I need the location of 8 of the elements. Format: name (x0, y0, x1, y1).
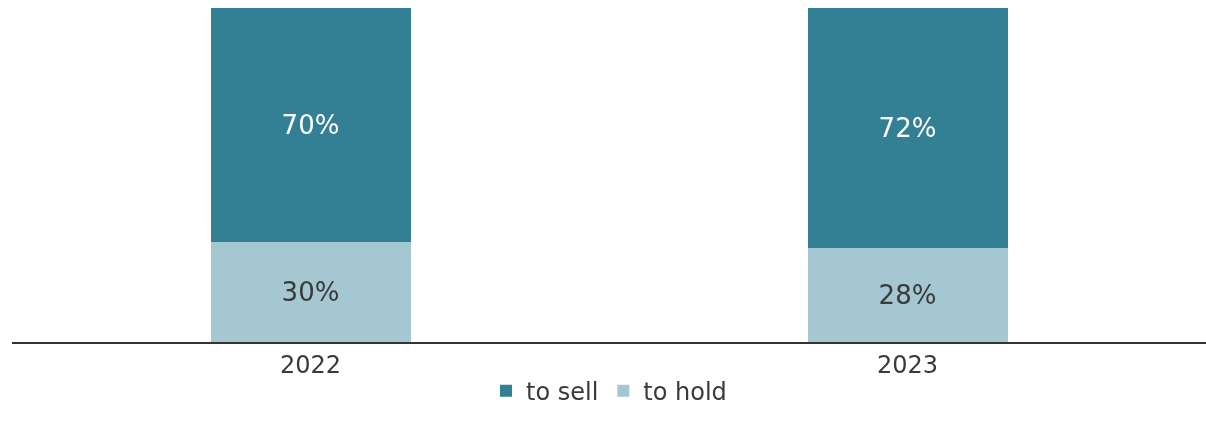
data-label: 28% (878, 280, 937, 311)
legend-label: to hold (643, 378, 727, 407)
data-label: 30% (281, 276, 340, 307)
x-tick-label: 2023 (876, 350, 939, 379)
legend-label: to sell (526, 378, 599, 407)
data-label: 70% (281, 109, 340, 140)
data-label: 72% (878, 113, 937, 144)
x-tick-label: 2022 (279, 350, 342, 379)
